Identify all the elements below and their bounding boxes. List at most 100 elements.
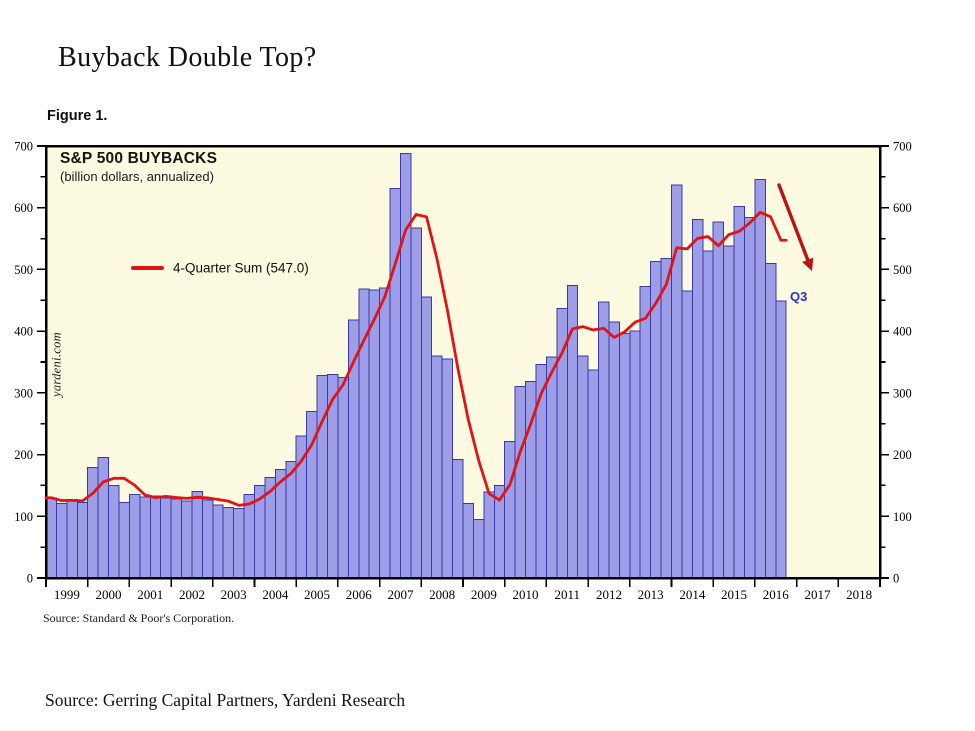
bar-2011q4 [577, 355, 589, 579]
bar-2016q2 [764, 262, 777, 579]
bar-2004q4 [285, 460, 297, 579]
watermark-yardeni: yardeni.com [49, 332, 64, 397]
bar-2015q4 [743, 217, 756, 579]
y-axis-label-left: 300 [14, 386, 33, 400]
bar-2005q3 [316, 375, 328, 579]
y-axis-label-left: 600 [14, 201, 33, 215]
bar-2016q3 [775, 300, 787, 579]
bar-2009q3 [483, 491, 495, 579]
four-quarter-sum-line [44, 210, 788, 507]
bar-2002q2 [181, 500, 193, 579]
x-year-label: 2000 [96, 587, 122, 602]
x-year-label: 1999 [54, 587, 80, 602]
bar-2014q4 [702, 250, 714, 579]
y-axis-label-right: 300 [893, 386, 912, 400]
bar-2009q2 [472, 518, 485, 579]
chart-source-note: Source: Standard & Poor's Corporation. [43, 611, 235, 625]
x-year-label: 2016 [763, 587, 790, 602]
bar-2001q3 [149, 495, 162, 579]
bar-2000q1 [87, 467, 99, 579]
bar-2000q3 [108, 484, 120, 579]
y-axis-label-right: 400 [893, 325, 912, 339]
y-axis-label-left: 100 [14, 510, 33, 524]
bar-2001q2 [139, 496, 151, 579]
y-axis-label-right: 100 [893, 510, 912, 524]
legend: 4-Quarter Sum (547.0) [131, 259, 309, 277]
x-year-label: 2017 [804, 587, 831, 602]
bar-2000q4 [118, 502, 130, 579]
x-year-label: 2004 [262, 587, 289, 602]
bar-2002q4 [201, 499, 214, 579]
x-year-label: 2002 [179, 587, 205, 602]
q3-annotation: Q3 [790, 289, 808, 304]
y-axis-label-right: 600 [893, 201, 912, 215]
bar-2011q1 [545, 356, 558, 579]
x-year-label: 2007 [387, 587, 414, 602]
bar-2012q2 [598, 301, 610, 579]
bar-2008q1 [420, 296, 433, 579]
bar-2003q3 [233, 507, 245, 579]
bar-1999q2 [55, 502, 68, 579]
bar-2008q2 [431, 355, 443, 579]
bar-2015q3 [733, 205, 745, 579]
bar-2006q1 [337, 376, 349, 579]
y-axis-label-right: 0 [893, 572, 899, 586]
bar-2000q2 [97, 457, 110, 579]
bar-2010q1 [504, 441, 516, 579]
figure-label: Figure 1. [47, 108, 108, 124]
bar-2012q4 [618, 333, 631, 579]
x-year-label: 2010 [513, 587, 539, 602]
bar-2002q1 [170, 498, 183, 579]
bar-2013q4 [660, 257, 673, 579]
legend-line-swatch [131, 265, 164, 271]
bar-2014q2 [681, 290, 693, 579]
bar-2007q1 [379, 287, 391, 579]
bar-2003q2 [222, 507, 235, 579]
bar-2008q4 [452, 459, 464, 579]
x-year-label: 2012 [596, 587, 622, 602]
bar-1999q4 [76, 502, 89, 579]
bar-1999q1 [45, 497, 57, 579]
bar-2009q1 [462, 502, 474, 579]
x-year-label: 2013 [638, 587, 664, 602]
bar-2014q3 [691, 218, 704, 579]
bar-2012q1 [587, 369, 600, 579]
x-year-label: 2001 [137, 587, 163, 602]
y-axis-label-right: 200 [893, 448, 912, 462]
bar-2003q1 [212, 504, 224, 579]
bar-2003q4 [243, 494, 255, 579]
y-axis-label-left: 200 [14, 448, 33, 462]
bar-2010q2 [514, 386, 527, 579]
plot-border [44, 144, 882, 580]
x-year-label: 2008 [429, 587, 455, 602]
page-caption: Source: Gerring Capital Partners, Yarden… [45, 690, 406, 710]
x-year-label: 2003 [221, 587, 247, 602]
y-axis-label-left: 400 [14, 325, 33, 339]
y-axis-label-left: 700 [14, 140, 33, 154]
bar-2013q1 [629, 330, 641, 579]
bar-2002q3 [191, 491, 203, 579]
x-year-label: 2011 [554, 587, 580, 602]
y-axis-label-left: 0 [27, 572, 33, 586]
bar-2006q4 [368, 289, 381, 579]
bar-2007q2 [389, 188, 401, 579]
bar-2015q1 [712, 221, 725, 579]
bar-2015q2 [723, 245, 735, 579]
x-year-label: 2015 [721, 587, 747, 602]
bar-2007q4 [410, 227, 422, 579]
chart-title: S&P 500 BUYBACKS [60, 150, 218, 167]
y-axis-label-right: 700 [893, 140, 912, 154]
y-axis-label-left: 500 [14, 263, 33, 277]
bar-2001q1 [128, 494, 141, 579]
trend-arrow-shaft [777, 183, 810, 262]
legend-label: 4-Quarter Sum (547.0) [173, 260, 309, 276]
bar-2001q4 [160, 497, 172, 579]
trend-arrow-head [802, 257, 814, 271]
bar-2013q2 [639, 286, 652, 579]
bar-2016q1 [754, 178, 766, 579]
x-year-label: 2006 [346, 587, 373, 602]
page-title: Buyback Double Top? [58, 42, 317, 73]
x-year-label: 2018 [846, 587, 872, 602]
